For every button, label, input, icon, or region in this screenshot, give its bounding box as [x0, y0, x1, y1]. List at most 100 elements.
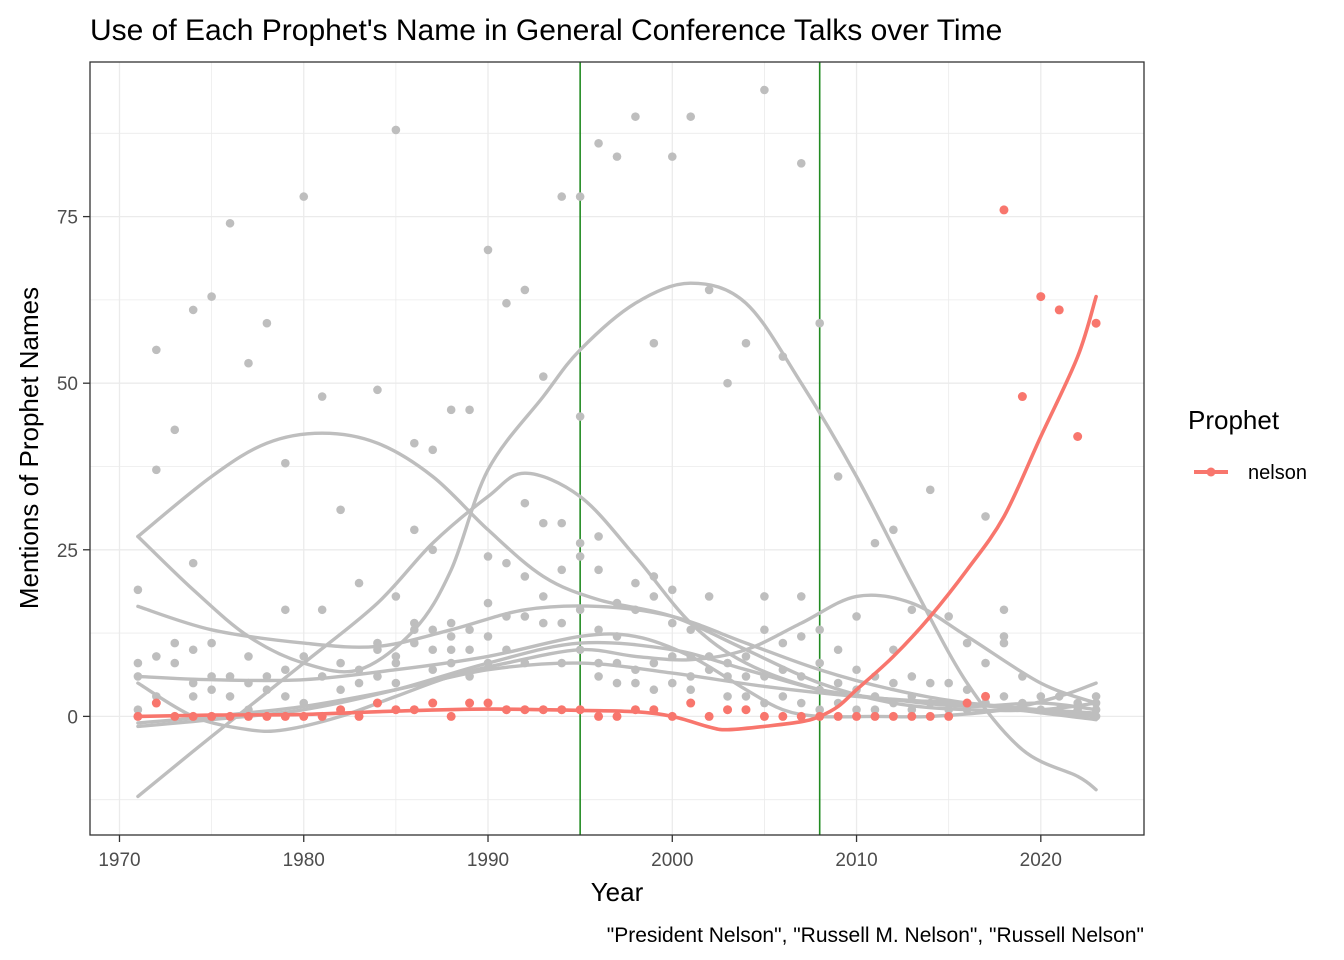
other-point	[336, 505, 345, 515]
other-point	[594, 565, 603, 575]
other-point	[520, 572, 530, 581]
other-point	[944, 612, 953, 621]
other-point	[207, 638, 216, 648]
other-point	[889, 525, 898, 535]
other-point	[446, 645, 456, 655]
other-point	[686, 625, 696, 635]
legend-label-nelson: nelson	[1248, 462, 1307, 484]
other-point	[704, 285, 714, 295]
nelson-point	[833, 711, 843, 721]
y-tick-label: 50	[57, 374, 78, 395]
other-point	[741, 672, 751, 681]
nelson-point	[888, 711, 898, 721]
other-point	[483, 245, 493, 255]
other-point	[410, 525, 419, 535]
nelson-point	[372, 698, 382, 708]
x-axis-title: Year	[591, 877, 644, 907]
other-point	[631, 678, 640, 688]
other-point	[649, 338, 659, 348]
other-smooth-line	[136, 604, 1098, 722]
legend-title: Prophet	[1188, 405, 1280, 435]
other-point	[925, 678, 935, 688]
other-point	[299, 192, 309, 201]
other-point	[225, 218, 235, 228]
other-point	[538, 618, 548, 628]
x-tick-label: 2000	[651, 850, 693, 871]
other-point	[999, 632, 1009, 641]
other-point	[723, 378, 732, 388]
nelson-point	[594, 711, 604, 721]
other-point	[594, 672, 603, 681]
other-point	[907, 672, 917, 681]
other-point	[281, 605, 290, 615]
other-point	[207, 292, 216, 301]
other-point	[152, 465, 161, 475]
other-point	[188, 305, 198, 315]
other-point	[612, 152, 622, 161]
y-tick-label: 75	[57, 208, 78, 229]
other-point	[225, 692, 235, 701]
nelson-point	[686, 698, 696, 708]
other-point	[244, 358, 253, 368]
other-point	[170, 425, 180, 435]
nelson-point	[741, 705, 751, 715]
other-point	[667, 678, 677, 688]
other-point	[133, 658, 143, 668]
other-point	[354, 678, 364, 688]
other-point	[133, 705, 143, 715]
other-smooth-line	[136, 593, 1098, 734]
other-point	[760, 85, 769, 95]
other-point	[133, 585, 143, 595]
other-point	[244, 652, 253, 661]
other-point	[428, 645, 438, 655]
other-point	[465, 625, 474, 635]
other-point	[373, 385, 382, 395]
other-point	[354, 578, 364, 588]
other-point	[502, 298, 511, 308]
other-point	[612, 678, 622, 688]
other-point	[741, 692, 751, 701]
other-point	[262, 672, 272, 681]
other-point	[317, 605, 327, 615]
other-smooth-lines	[136, 281, 1098, 799]
other-point	[833, 472, 843, 481]
other-point	[520, 612, 530, 621]
other-point	[152, 652, 161, 661]
other-point	[188, 692, 198, 701]
other-point	[428, 665, 438, 675]
other-point	[465, 645, 474, 655]
other-point	[391, 125, 401, 135]
other-smooth-line	[136, 281, 1098, 792]
other-point	[833, 678, 843, 688]
other-point	[483, 598, 493, 608]
nelson-point	[723, 705, 733, 715]
other-point	[981, 658, 990, 668]
other-point	[152, 345, 161, 355]
x-tick-label: 1990	[467, 850, 509, 871]
other-point	[281, 458, 290, 468]
other-point	[483, 632, 493, 641]
other-point	[281, 692, 290, 701]
nelson-smooth-layer	[136, 294, 1098, 732]
other-point	[852, 705, 861, 715]
other-point	[520, 285, 530, 295]
nelson-point	[852, 711, 862, 721]
other-point	[815, 318, 824, 328]
chart-caption: "President Nelson", "Russell M. Nelson",…	[607, 924, 1144, 947]
other-point	[667, 585, 677, 595]
legend: Prophet nelson	[1188, 405, 1307, 484]
other-point	[852, 612, 861, 621]
other-point	[686, 112, 696, 121]
other-smooth-line	[136, 431, 1098, 713]
other-point	[465, 405, 474, 415]
legend-key-point	[1206, 467, 1216, 477]
other-point	[538, 518, 548, 528]
other-point	[667, 152, 677, 161]
nelson-point	[1091, 318, 1101, 328]
nelson-point	[465, 698, 475, 708]
other-point	[557, 518, 567, 528]
other-point	[999, 692, 1009, 701]
other-point	[1036, 692, 1046, 701]
other-point	[170, 658, 180, 668]
